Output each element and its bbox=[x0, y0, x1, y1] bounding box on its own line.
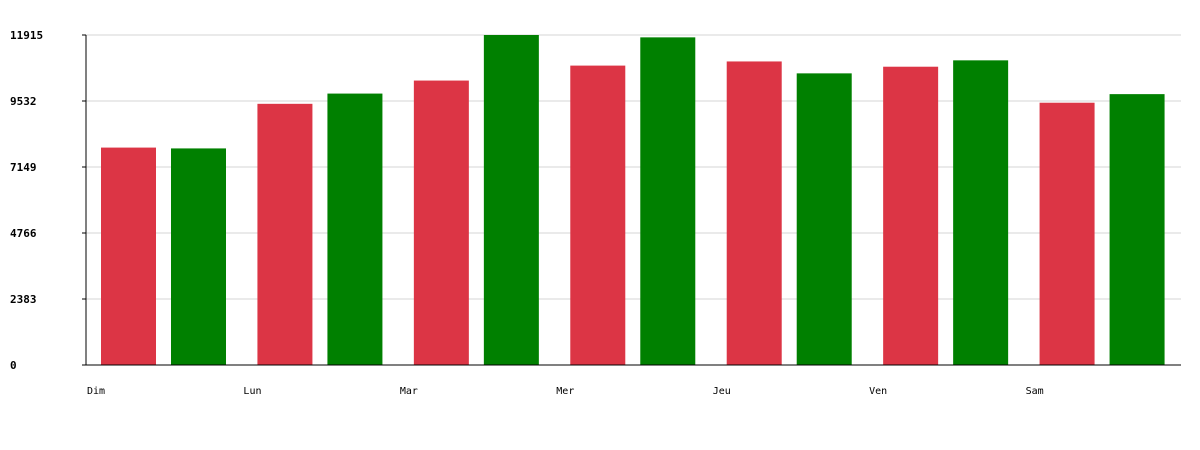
x-tick-label: Dim bbox=[87, 386, 105, 397]
bar-lun-series-2 bbox=[327, 93, 383, 365]
bar-mar-series-2 bbox=[483, 35, 539, 365]
x-tick-label: Lun bbox=[243, 386, 261, 397]
y-tick-label: 0 bbox=[10, 359, 17, 372]
bar-mer-series-1 bbox=[570, 65, 626, 365]
x-tick-label: Mer bbox=[556, 386, 574, 397]
bar-jeu-series-2 bbox=[796, 73, 852, 365]
x-tick-label: Jeu bbox=[713, 386, 731, 397]
gridlines bbox=[86, 34, 1181, 300]
bar-ven-series-1 bbox=[883, 66, 939, 365]
x-tick-label: Ven bbox=[869, 386, 887, 397]
bar-lun-series-1 bbox=[257, 103, 313, 365]
y-axis-ticks: 0 2383 4766 7149 9532 11915 bbox=[10, 29, 86, 372]
bar-jeu-series-1 bbox=[726, 61, 782, 365]
bar-ven-series-2 bbox=[953, 60, 1009, 365]
y-tick-label: 4766 bbox=[10, 227, 37, 240]
bars bbox=[101, 35, 1165, 366]
bar-sam-series-2 bbox=[1109, 94, 1165, 365]
y-tick-label: 11915 bbox=[10, 29, 43, 42]
bar-mar-series-1 bbox=[413, 80, 469, 366]
bar-mer-series-2 bbox=[640, 37, 696, 365]
bar-dim-series-2 bbox=[171, 148, 226, 365]
y-tick-label: 9532 bbox=[10, 95, 37, 108]
y-tick-label: 2383 bbox=[10, 293, 37, 306]
bar-sam-series-1 bbox=[1039, 102, 1095, 365]
x-axis-ticks: Dim Lun Mar Mer Jeu Ven Sam bbox=[87, 386, 1044, 397]
bar-dim-series-1 bbox=[101, 147, 156, 365]
x-tick-label: Sam bbox=[1026, 386, 1044, 397]
x-tick-label: Mar bbox=[400, 386, 418, 397]
y-tick-label: 7149 bbox=[10, 161, 37, 174]
